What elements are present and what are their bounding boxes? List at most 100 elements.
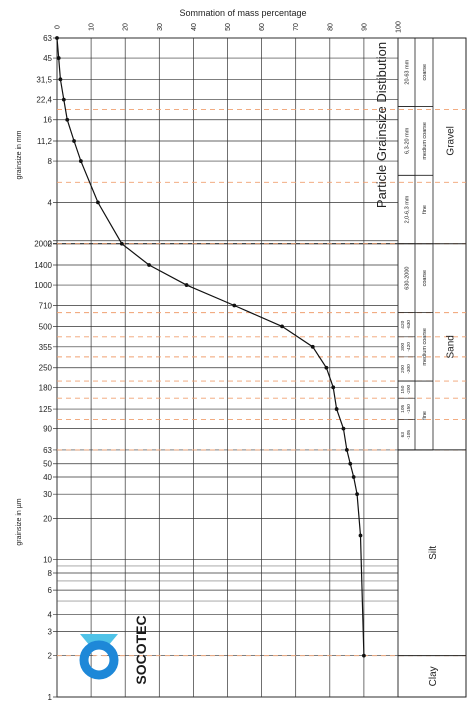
mm-tick-label: 2 xyxy=(48,240,53,249)
percent-tick-label: 40 xyxy=(191,23,198,31)
curve-point xyxy=(310,344,315,349)
percent-tick-label: 100 xyxy=(396,21,403,33)
class-range-label: 63 xyxy=(400,432,406,438)
class-range-label: 20-63 mm xyxy=(405,59,411,84)
class-sub-label: coarse xyxy=(422,64,428,81)
class-range-label: -300 xyxy=(406,364,412,374)
class-range-label: -200 xyxy=(406,384,412,394)
curve-point xyxy=(351,475,356,479)
curve-point xyxy=(358,533,363,538)
class-range-label: 2,0-6,3 mm xyxy=(405,195,411,223)
curve-point xyxy=(78,159,83,163)
um-tick-label: 20 xyxy=(43,514,52,523)
class-range-label: 200 xyxy=(400,365,406,373)
curve-point xyxy=(119,241,124,246)
mm-axis-title: grainsize in mm xyxy=(16,130,23,179)
chart-title: Particle Grainsize Distibution xyxy=(374,42,389,208)
class-range-label: -105 xyxy=(406,430,412,440)
percent-tick-label: 90 xyxy=(361,23,368,31)
um-tick-label: 1000 xyxy=(34,281,52,290)
class-main-label: Clay xyxy=(428,666,439,686)
class-range-label: 6,3-20 mm xyxy=(405,127,411,154)
class-range-label: 630-2000 xyxy=(405,267,411,290)
um-tick-label: 180 xyxy=(39,383,53,392)
socotec-logo: SOCOTEC xyxy=(79,615,149,685)
class-main-label: Silt xyxy=(428,546,439,560)
curve-point xyxy=(355,492,359,497)
um-tick-label: 50 xyxy=(43,460,52,469)
percent-tick-label: 70 xyxy=(293,23,300,31)
class-range-label: -630 xyxy=(406,320,412,330)
um-tick-label: 40 xyxy=(43,473,52,482)
curve-point xyxy=(232,303,237,308)
curve-point xyxy=(61,97,66,102)
um-axis-title: grainsize in µm xyxy=(16,498,23,545)
logo-center xyxy=(94,655,104,665)
curve-point xyxy=(56,56,61,60)
um-tick-label: 10 xyxy=(43,556,52,565)
curve-point xyxy=(344,448,349,452)
um-tick-label: 6 xyxy=(48,586,53,595)
classification-panel: Gravel Sand Silt Clay coarse medium coarse fin… xyxy=(398,38,466,698)
percent-tick-label: 80 xyxy=(327,23,334,31)
curve-point xyxy=(348,461,353,466)
percent-tick-label: 20 xyxy=(123,23,130,31)
um-tick-label: 710 xyxy=(39,301,53,310)
um-tick-label: 1 xyxy=(48,693,53,702)
axis-labels: 0 10 20 30 40 50 60 70 80 90 100634531,522,41611,2… xyxy=(34,21,402,702)
class-range-label: 105 xyxy=(400,405,406,413)
um-tick-label: 2000 xyxy=(34,240,52,249)
um-tick-label: 1400 xyxy=(34,261,52,270)
curve-point xyxy=(55,36,59,40)
percent-tick-label: 10 xyxy=(89,23,96,31)
class-sub-label: medium coarse xyxy=(422,122,428,160)
class-sub-label: fine xyxy=(422,411,428,420)
curve-point xyxy=(58,77,63,82)
um-tick-label: 250 xyxy=(39,364,53,373)
mm-tick-label: 31,5 xyxy=(36,75,52,84)
top-axis-title: Sommation of mass percentage xyxy=(179,8,306,18)
curve-point xyxy=(334,407,339,411)
class-range-label: -420 xyxy=(406,342,412,352)
distribution-curve xyxy=(55,36,366,658)
um-tick-label: 125 xyxy=(39,405,53,414)
curve-point xyxy=(147,263,151,267)
curve-line xyxy=(56,37,365,656)
class-range-label: 420 xyxy=(400,320,406,328)
curve-point xyxy=(324,365,329,370)
class-main-label: Sand xyxy=(446,335,457,358)
um-tick-label: 90 xyxy=(43,425,52,434)
mm-tick-label: 63 xyxy=(43,34,52,43)
um-tick-label: 2 xyxy=(48,652,53,661)
curve-point xyxy=(362,653,366,658)
curve-point xyxy=(72,139,76,143)
mm-tick-label: 4 xyxy=(48,198,53,207)
mm-tick-label: 45 xyxy=(43,54,52,63)
curve-point xyxy=(184,283,189,287)
um-tick-label: 500 xyxy=(39,322,53,331)
class-range-label: 150 xyxy=(400,385,406,393)
curve-point xyxy=(341,426,346,431)
curve-point xyxy=(331,385,336,390)
mm-tick-label: 22,4 xyxy=(36,96,52,105)
um-tick-label: 3 xyxy=(48,627,53,636)
class-range-label: -150 xyxy=(406,404,412,414)
mm-tick-label: 16 xyxy=(43,116,52,125)
percent-tick-label: 30 xyxy=(157,23,164,31)
class-sub-label: medium coarse xyxy=(422,328,428,366)
um-tick-label: 63 xyxy=(43,446,52,455)
logo-text: SOCOTEC xyxy=(133,615,149,684)
class-main-label: Gravel xyxy=(446,126,457,155)
um-tick-label: 30 xyxy=(43,490,52,499)
percent-tick-label: 60 xyxy=(259,23,266,31)
mm-tick-label: 11,2 xyxy=(37,137,53,146)
class-range-label: 300 xyxy=(400,343,406,351)
percent-tick-label: 50 xyxy=(225,23,232,31)
class-sub-label: coarse xyxy=(422,270,428,287)
um-tick-label: 355 xyxy=(39,343,53,352)
percent-tick-label: 0 xyxy=(55,25,62,29)
um-tick-label: 8 xyxy=(48,569,53,578)
curve-point xyxy=(96,200,100,205)
um-tick-label: 4 xyxy=(48,610,53,619)
